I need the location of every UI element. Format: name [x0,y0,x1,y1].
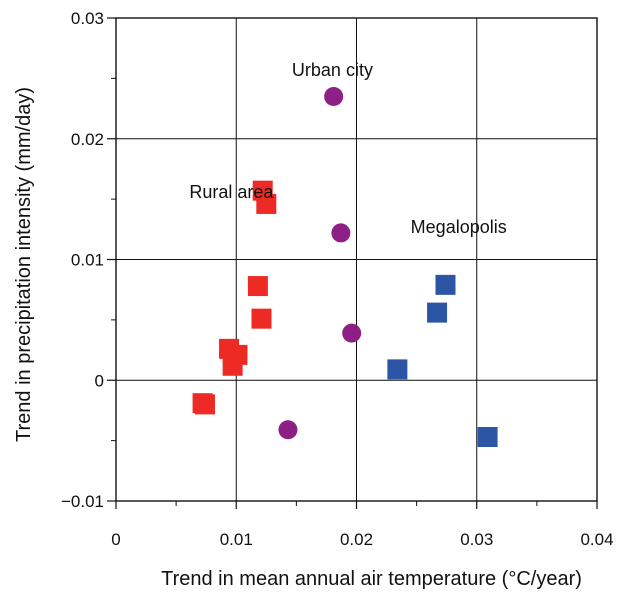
rural-area-point [194,394,215,415]
x-tick-label: 0.04 [580,530,613,549]
y-axis-title: Trend in precipitation intensity (mm/day… [13,87,35,442]
x-tick-label: 0.03 [460,530,493,549]
y-tick-label: 0.02 [71,130,104,149]
rural-area-point [256,193,277,214]
rural-area-point [222,355,243,376]
x-axis-title: Trend in mean annual air temperature (°C… [161,568,582,590]
megalopolis-point [477,427,498,448]
y-tick-label: 0 [95,371,104,390]
rural-area-point [251,308,272,329]
x-tick-label: 0 [111,530,120,549]
urban-city-point [278,420,298,440]
megalopolis-point [435,274,456,295]
annotation-urban-city: Urban city [292,60,373,80]
axis-ticks: 0 0.01 0.02 0.03 0.04 −0.01 0 0.01 0.02 0.03 [61,9,614,549]
annotation-megalopolis: Megalopolis [411,217,507,237]
annotation-rural-area: Rural area [189,182,274,202]
y-tick-label: −0.01 [61,492,104,511]
urban-city-point [324,86,344,106]
x-tick-label: 0.01 [220,530,253,549]
y-tick-label: 0.01 [71,251,104,270]
data-points [192,86,498,448]
y-tick-label: 0.03 [71,9,104,28]
x-tick-label: 0.02 [340,530,373,549]
rural-area-point [247,276,268,297]
megalopolis-point [387,359,408,380]
urban-city-point [342,323,362,343]
annotations: Urban city Rural area Megalopolis [189,60,506,237]
megalopolis-point [427,302,448,323]
grid-lines [116,18,597,501]
urban-city-point [331,223,351,243]
